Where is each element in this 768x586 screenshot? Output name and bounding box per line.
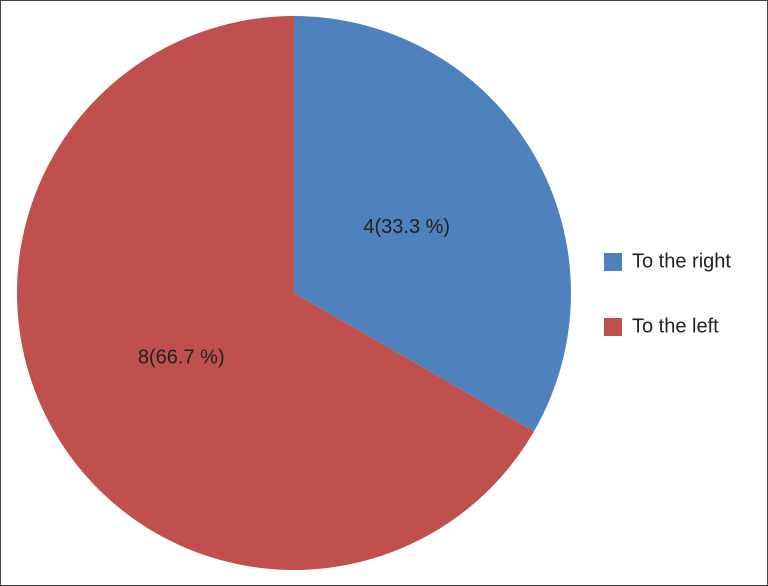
- pie-slice: [16, 16, 534, 570]
- legend-label: To the left: [632, 315, 719, 337]
- pie-slice: [294, 16, 571, 432]
- legend-label: To the right: [632, 250, 731, 272]
- value-label: 4(33.3 %): [363, 216, 450, 238]
- legend-swatch: [604, 318, 622, 336]
- value-label: 8(66.7 %): [138, 346, 225, 368]
- legend-swatch: [604, 253, 622, 271]
